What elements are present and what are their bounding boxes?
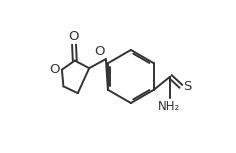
Text: NH₂: NH₂ <box>158 100 180 113</box>
Text: O: O <box>68 30 79 43</box>
Text: S: S <box>183 80 191 93</box>
Text: O: O <box>95 45 105 58</box>
Text: O: O <box>49 63 60 76</box>
